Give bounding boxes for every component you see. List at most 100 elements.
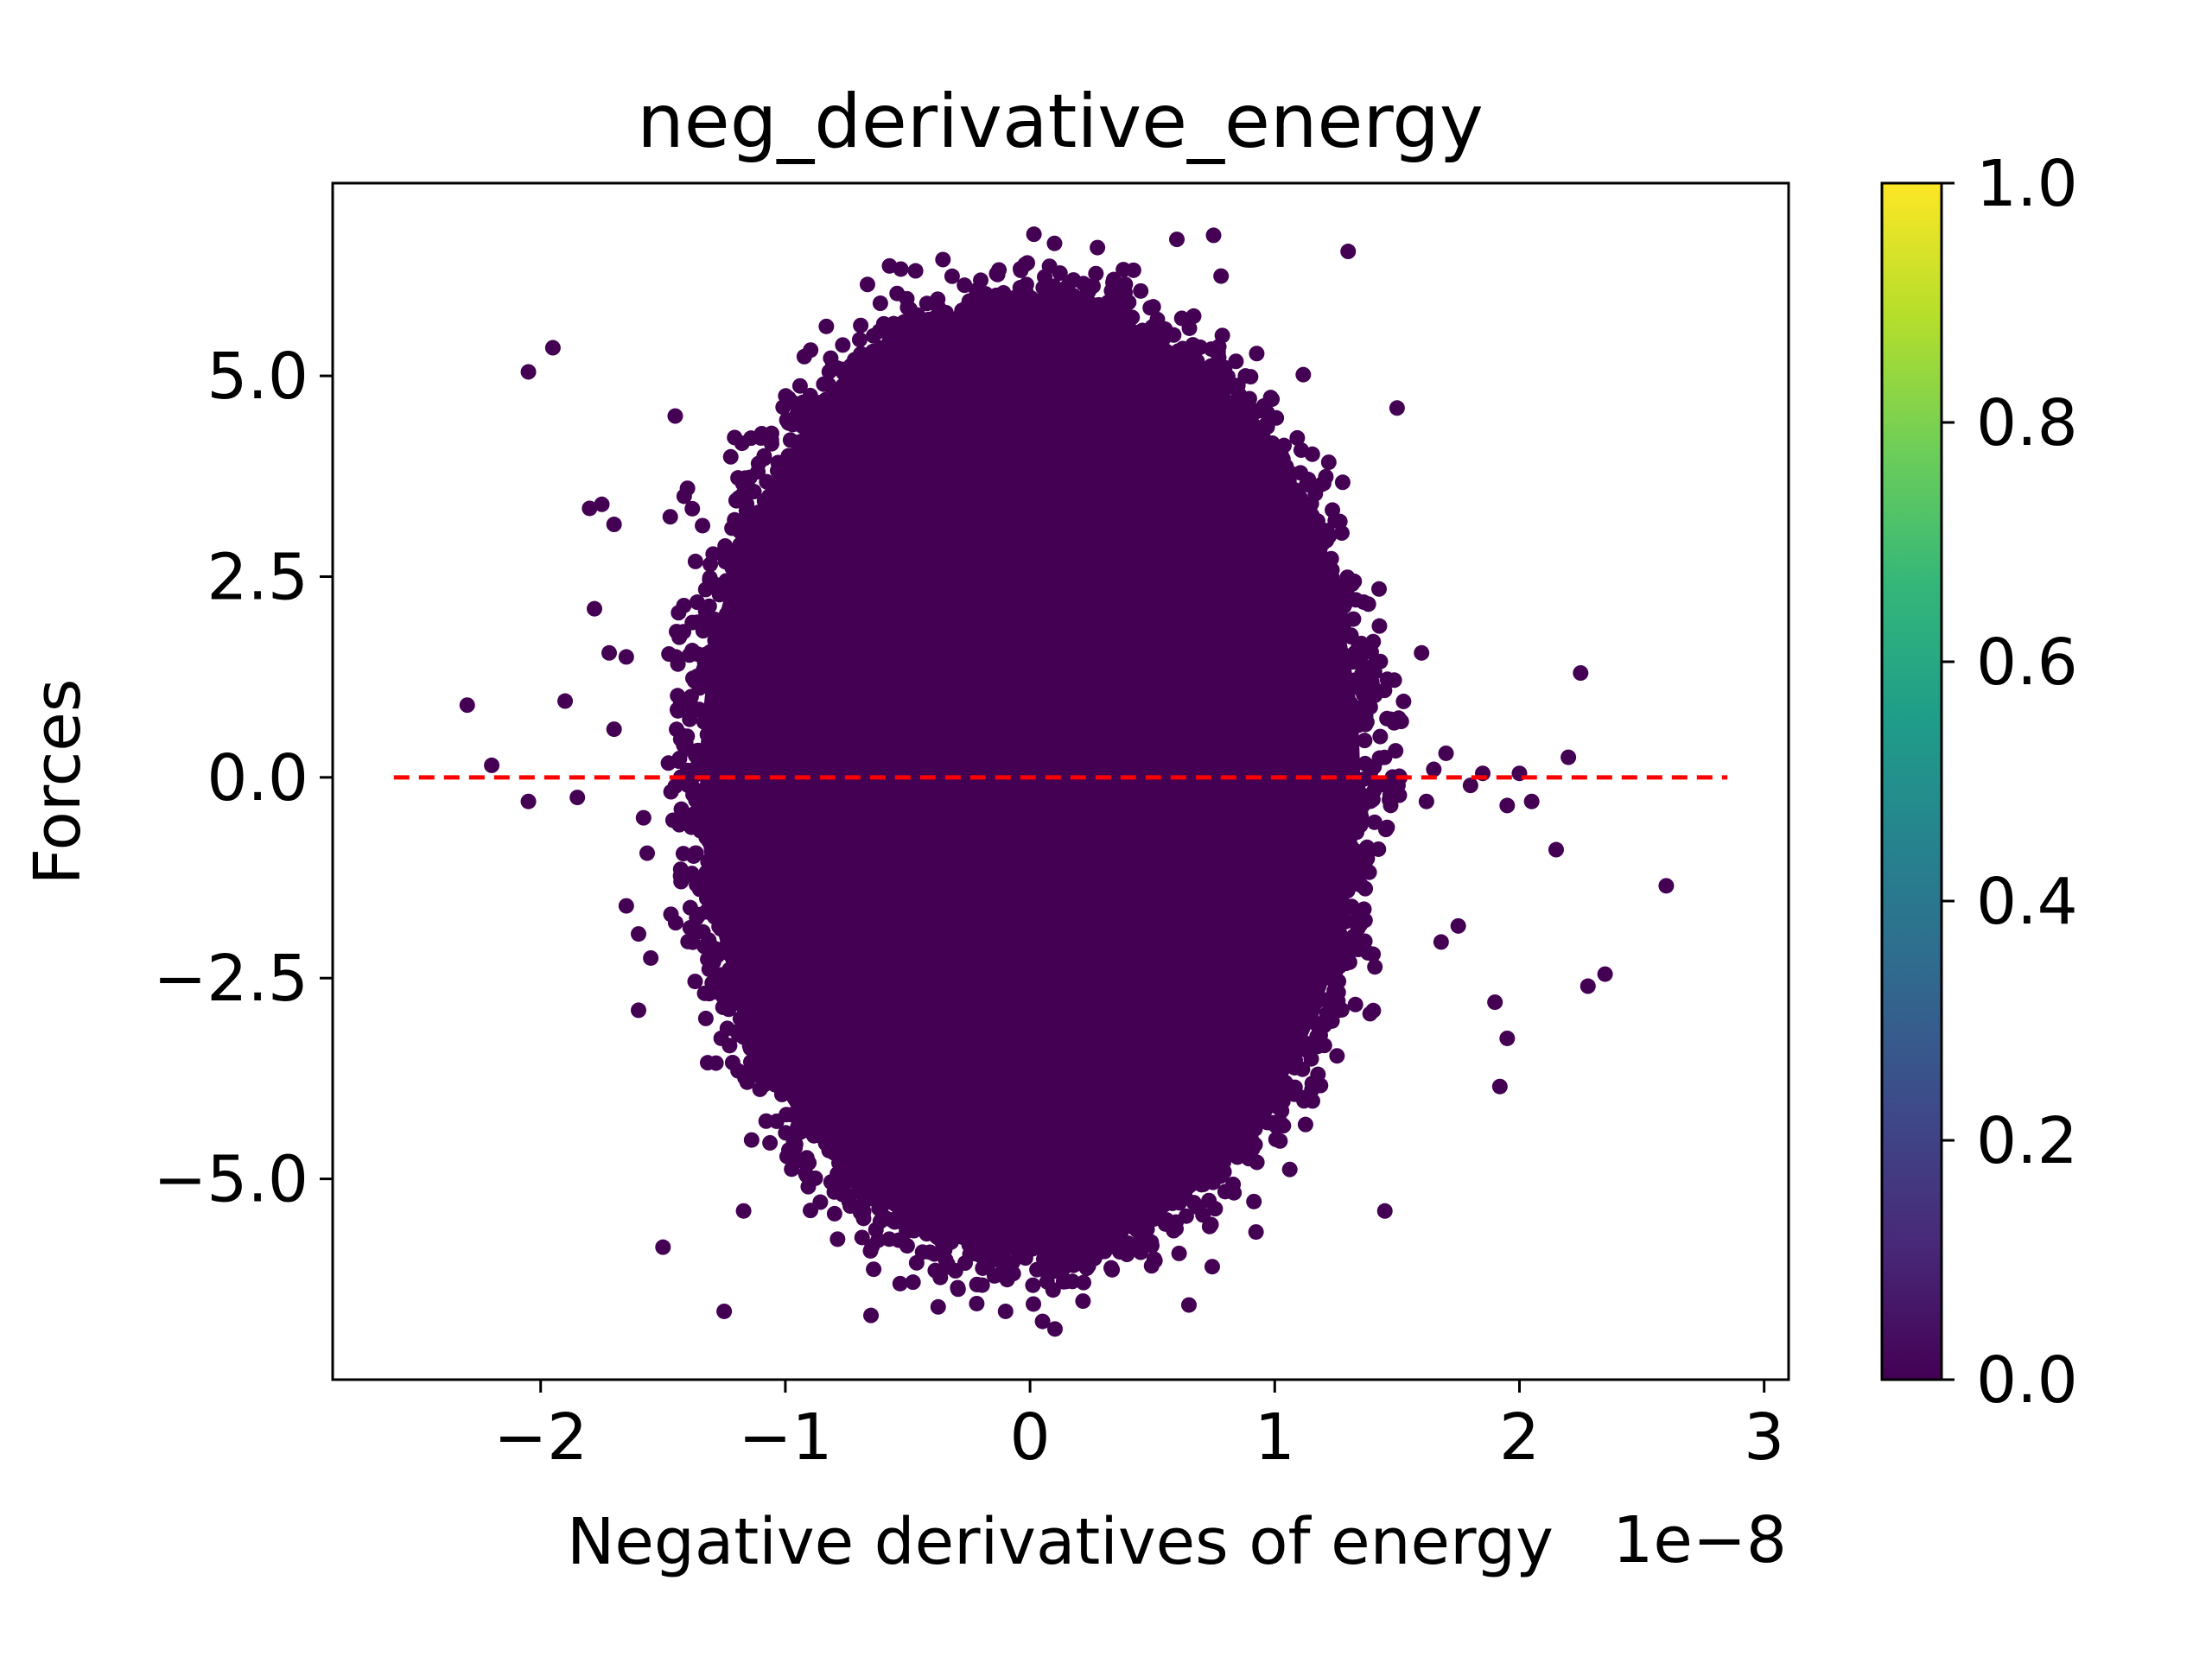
scatter-point [1198,400,1215,416]
scatter-point [994,1251,1010,1267]
scatter-point [1371,618,1388,634]
scatter-point [943,1234,959,1250]
scatter-point [776,1039,792,1056]
scatter-point [746,569,762,586]
scatter-point [1304,1076,1320,1092]
scatter-point [856,1139,873,1155]
scatter-point [935,251,951,268]
scatter-point [697,1010,714,1026]
scatter-point [1090,239,1106,256]
scatter-point [1013,262,1029,278]
scatter-point [916,357,932,373]
scatter-outlier-point [1340,244,1357,260]
scatter-outlier-point [1376,1203,1393,1219]
scatter-point [1298,918,1314,935]
scatter-outlier-point [1523,793,1540,809]
scatter-point [1007,312,1024,328]
scatter-point [837,1171,854,1187]
scatter-outlier-point [569,790,586,806]
scatter-point [688,792,704,809]
scatter-point [1029,1261,1046,1278]
scatter-point [1296,1093,1313,1109]
scatter-point [821,377,837,393]
scatter-point [883,1179,899,1196]
scatter-point [708,1055,724,1071]
scatter-point [990,1233,1007,1249]
scatter-point [1144,319,1160,335]
scatter-point [734,911,750,928]
scatter-point [1173,310,1190,327]
scatter-point [784,1161,800,1177]
scatter-point [971,331,988,347]
scatter-point [1333,524,1350,541]
scatter-point [958,1221,975,1237]
scatter-point [680,933,696,949]
scatter-point [906,338,922,354]
scatter-point [835,337,851,353]
scatter-point [708,756,724,772]
scatter-point [711,918,728,935]
scatter-point [1075,276,1091,292]
scatter-outlier-point [582,500,598,517]
scatter-point [1357,933,1373,949]
scatter-point [1139,1166,1155,1183]
scatter-point [1037,269,1053,285]
scatter-point [758,970,774,987]
scatter-point [799,498,816,514]
scatter-point [684,614,701,631]
scatter-point [957,277,973,294]
scatter-point [732,524,748,540]
scatter-point [1097,303,1114,320]
colorbar: 0.0 0.2 0.4 0.6 0.8 1.0 [1880,147,2078,1418]
scatter-point [695,623,711,639]
scatter-point [1370,841,1387,857]
scatter-point [1367,656,1383,672]
scatter-outlier-point [1573,665,1589,682]
scatter-point [1289,429,1306,446]
scatter-outlier-point [520,793,537,809]
scatter-point [752,841,768,858]
scatter-point [723,962,740,978]
scatter-point [1232,1060,1249,1076]
scatter-point [1249,496,1266,512]
scatter-point [1288,1008,1305,1025]
scatter-point [757,575,773,592]
scatter-point [788,1087,804,1103]
scatter-point [1134,1179,1150,1196]
scatter-point [743,1132,760,1148]
scatter-point [1262,390,1279,406]
scatter-point [908,1254,925,1271]
scatter-point [800,1178,817,1195]
scatter-point [1131,331,1147,347]
scatter-point [1055,1273,1071,1290]
scatter-point [1301,499,1318,516]
scatter-point [1238,406,1255,422]
scatter-point [1352,917,1369,933]
scatter-point [780,447,797,464]
scatter-point [1216,1151,1232,1167]
y-axis-ticks: −5.0 −2.5 0.0 2.5 5.0 [153,340,333,1217]
scatter-point [854,409,870,425]
scatter-point [663,784,679,800]
scatter-point [1237,368,1254,384]
scatter-point [850,1184,867,1200]
scatter-point [1332,892,1349,909]
scatter-point [785,1133,802,1150]
scatter-outlier-point [594,496,610,512]
scatter-point [1110,311,1127,327]
scatter-point [702,886,718,903]
scatter-point [776,502,792,518]
colorbar-tick-label: 1.0 [1976,147,2078,221]
scatter-point [1277,1075,1294,1091]
scatter-point [1368,776,1384,792]
scatter-point [1323,738,1339,754]
scatter-point [1080,1258,1096,1274]
scatter-point [694,806,710,822]
scatter-point [702,572,718,588]
scatter-point [922,1222,938,1239]
scatter-point [833,1136,849,1152]
scatter-point [884,1168,900,1184]
scatter-point [1025,1241,1041,1257]
scatter-point [721,1038,738,1054]
